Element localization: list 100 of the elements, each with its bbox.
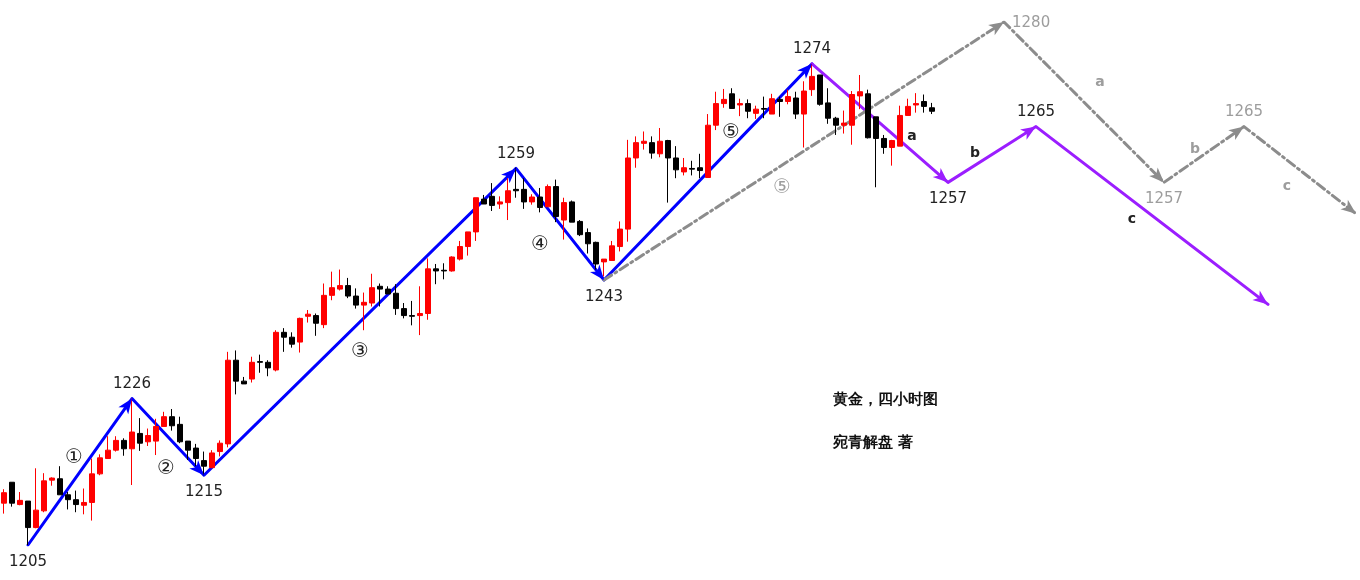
- candlestick: [785, 89, 791, 105]
- candlestick: [625, 139, 631, 243]
- annotation: ②: [157, 454, 175, 479]
- data-label: 1280: [1012, 13, 1051, 31]
- candlestick: [441, 262, 447, 280]
- candlestick: [121, 437, 127, 457]
- candlestick: [49, 476, 55, 487]
- annotation: c: [1282, 177, 1292, 194]
- candlestick: [641, 130, 647, 151]
- candlestick: [561, 197, 567, 241]
- candlestick: [601, 258, 607, 278]
- candlestick: [329, 271, 335, 301]
- candlestick: [73, 490, 79, 513]
- candlestick: [929, 102, 935, 115]
- candlestick: [881, 134, 887, 155]
- candlestick: [569, 200, 575, 223]
- candlestick: [865, 89, 871, 139]
- candlestick: [9, 481, 15, 508]
- candlestick: [649, 135, 655, 160]
- candlestick: [161, 411, 167, 427]
- data-label: 1257: [1144, 188, 1184, 207]
- candlestick: [57, 465, 63, 496]
- candlestick: [849, 90, 855, 146]
- candlestick: [817, 74, 823, 107]
- candlestick: [129, 398, 135, 486]
- candlestick: [537, 187, 543, 213]
- candlestick: [385, 285, 391, 295]
- candlestick: [585, 227, 591, 255]
- candlestick: [697, 153, 703, 179]
- candlestick: [209, 449, 215, 469]
- candlestick: [617, 220, 623, 252]
- candlestick: [737, 98, 743, 117]
- candlestick: [337, 269, 343, 291]
- candlestick: [857, 74, 863, 110]
- candlestick: [457, 240, 463, 261]
- candlestick: [417, 285, 423, 336]
- candlestick: [289, 331, 295, 349]
- annotation: c: [1127, 209, 1137, 226]
- candlestick: [513, 167, 519, 199]
- annotation: b: [1189, 140, 1201, 157]
- candlestick: [721, 88, 727, 109]
- candlestick: [873, 116, 879, 188]
- candlestick: [633, 135, 639, 169]
- candlestick: [25, 500, 31, 546]
- candlestick: [825, 87, 831, 125]
- candlestick: [489, 182, 495, 212]
- candlestick: [201, 451, 207, 476]
- candlestick: [273, 329, 279, 372]
- candlestick: [137, 417, 143, 452]
- candlestick: [465, 231, 471, 257]
- candlestick: [425, 257, 431, 321]
- annotation: ①: [65, 443, 83, 468]
- candlestick: [753, 105, 759, 120]
- candlestick: [241, 376, 247, 385]
- annotation: a: [1095, 73, 1105, 90]
- candlestick: [249, 356, 255, 384]
- candlestick: [361, 292, 367, 331]
- candlestick: [689, 160, 695, 176]
- candlestick: [473, 197, 479, 242]
- candlestick: [89, 458, 95, 522]
- candlestick: [609, 240, 615, 261]
- candlestick: [225, 351, 231, 448]
- data-label: 1259: [496, 143, 536, 162]
- annotation: b: [969, 144, 981, 161]
- candlestick: [97, 453, 103, 476]
- candlestick: [193, 443, 199, 467]
- candlestick: [665, 139, 671, 204]
- candlestick: [921, 94, 927, 114]
- data-label: 1226: [112, 374, 152, 393]
- text: 宛青解盘 著: [832, 432, 914, 451]
- candlestick: [33, 467, 39, 529]
- candlestick: [281, 327, 287, 353]
- candlestick: [577, 219, 583, 237]
- candlestick: [177, 416, 183, 444]
- candlestick: [217, 439, 223, 457]
- candlestick: [841, 110, 847, 135]
- candlestick: [401, 302, 407, 319]
- data-label: 1274: [792, 39, 832, 58]
- candlestick: [41, 472, 47, 513]
- candlestick: [449, 255, 455, 273]
- data-label: 1265: [1224, 102, 1264, 121]
- candlestick: [705, 113, 711, 179]
- candlestick: [521, 177, 527, 210]
- candlestick: [593, 241, 599, 271]
- candlestick: [777, 96, 783, 118]
- candlestick: [113, 435, 119, 453]
- candlestick: [729, 87, 735, 109]
- data-label: 1215: [184, 481, 224, 500]
- candlestick: [673, 145, 679, 179]
- candlestick: [257, 354, 263, 374]
- candlestick: [169, 408, 175, 432]
- annotation: a: [907, 127, 917, 144]
- candlestick: [265, 359, 271, 377]
- candlestick: [17, 491, 23, 506]
- candlestick: [769, 93, 775, 115]
- candlestick: [809, 63, 815, 97]
- candlestick: [897, 105, 903, 147]
- candlestick: [681, 157, 687, 176]
- candlestick: [305, 309, 311, 324]
- candlestick: [905, 98, 911, 116]
